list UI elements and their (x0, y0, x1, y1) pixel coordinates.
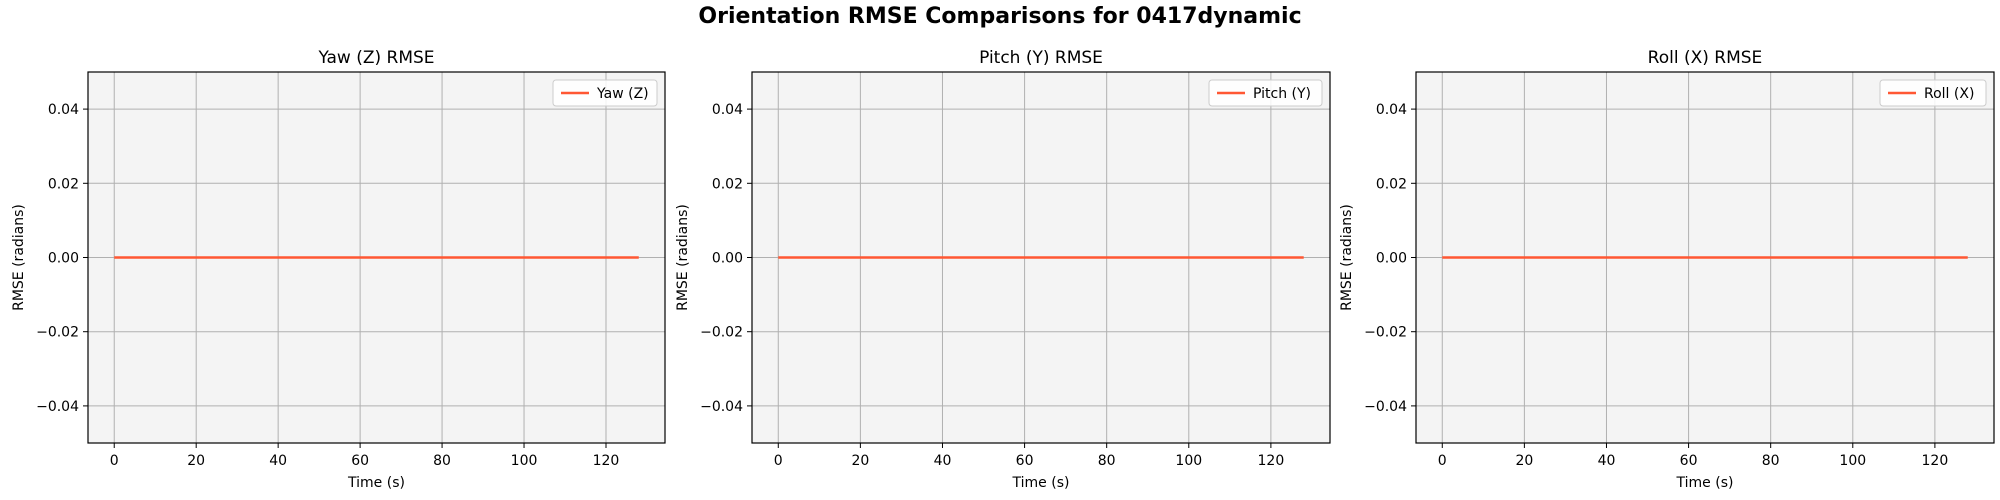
x-tick-label: 40 (1598, 453, 1616, 469)
x-tick-label: 0 (774, 453, 783, 469)
x-tick-label: 60 (351, 453, 369, 469)
x-tick-label: 80 (1762, 453, 1780, 469)
x-tick-label: 0 (110, 453, 119, 469)
y-tick-label: 0.00 (48, 251, 79, 267)
y-tick-label: −0.04 (36, 399, 79, 415)
x-tick-label: 100 (1175, 453, 1202, 469)
subplot-title: Roll (X) RMSE (1648, 48, 1763, 68)
x-tick-label: 120 (593, 453, 620, 469)
y-tick-label: 0.00 (1376, 251, 1407, 267)
x-axis-label: Time (s) (1676, 475, 1734, 491)
y-axis-label: RMSE (radians) (675, 204, 691, 311)
legend-box (552, 79, 658, 107)
x-tick-label: 20 (851, 453, 869, 469)
figure-title: Orientation RMSE Comparisons for 0417dyn… (698, 4, 1302, 29)
x-tick-label: 60 (1016, 453, 1034, 469)
x-axis-label: Time (s) (347, 475, 405, 491)
x-tick-label: 20 (187, 453, 205, 469)
subplot-3: 0 20 40 60 80 100 120 −0.04 −0.02 0.00 0.02 0.04 Rol… (1339, 48, 1995, 491)
legend: Roll (X) (1879, 79, 1987, 107)
legend: Pitch (Y) (1208, 79, 1323, 107)
subplot-title: Yaw (Z) RMSE (317, 48, 434, 68)
y-tick-label: −0.02 (1364, 325, 1407, 341)
y-tick-label: −0.04 (700, 399, 743, 415)
legend-box (1879, 79, 1987, 107)
y-tick-label: 0.00 (712, 251, 743, 267)
legend-label: Pitch (Y) (1253, 86, 1311, 102)
y-tick-label: 0.04 (1376, 102, 1407, 118)
y-tick-label: 0.04 (712, 102, 743, 118)
x-tick-label: 100 (1839, 453, 1866, 469)
x-tick-label: 120 (1922, 453, 1949, 469)
subplot-2: 0 20 40 60 80 100 120 −0.04 −0.02 0.00 0.02 0.04 Pit… (675, 48, 1331, 491)
x-tick-label: 0 (1438, 453, 1447, 469)
y-axis-label: RMSE (radians) (1339, 204, 1355, 311)
y-tick-label: 0.02 (712, 176, 743, 192)
legend-label: Yaw (Z) (596, 86, 649, 102)
x-tick-label: 120 (1258, 453, 1285, 469)
x-tick-label: 80 (1098, 453, 1116, 469)
y-tick-label: 0.02 (1376, 176, 1407, 192)
x-axis-label: Time (s) (1012, 475, 1070, 491)
legend-box (1208, 79, 1323, 107)
x-tick-label: 60 (1680, 453, 1698, 469)
y-tick-label: 0.02 (48, 176, 79, 192)
x-tick-label: 20 (1515, 453, 1533, 469)
subplot-title: Pitch (Y) RMSE (979, 48, 1103, 68)
x-tick-label: 80 (433, 453, 451, 469)
x-tick-label: 40 (934, 453, 952, 469)
y-tick-label: −0.02 (36, 325, 79, 341)
x-tick-label: 100 (511, 453, 538, 469)
x-tick-label: 40 (269, 453, 287, 469)
y-tick-label: −0.04 (1364, 399, 1407, 415)
y-axis-label: RMSE (radians) (11, 204, 27, 311)
subplot-1: 0 20 40 60 80 100 120 −0.04 −0.02 0.00 0.02 0.04 Yaw… (11, 48, 666, 491)
legend: Yaw (Z) (552, 79, 658, 107)
legend-label: Roll (X) (1924, 86, 1974, 102)
y-tick-label: −0.02 (700, 325, 743, 341)
y-tick-label: 0.04 (48, 102, 79, 118)
